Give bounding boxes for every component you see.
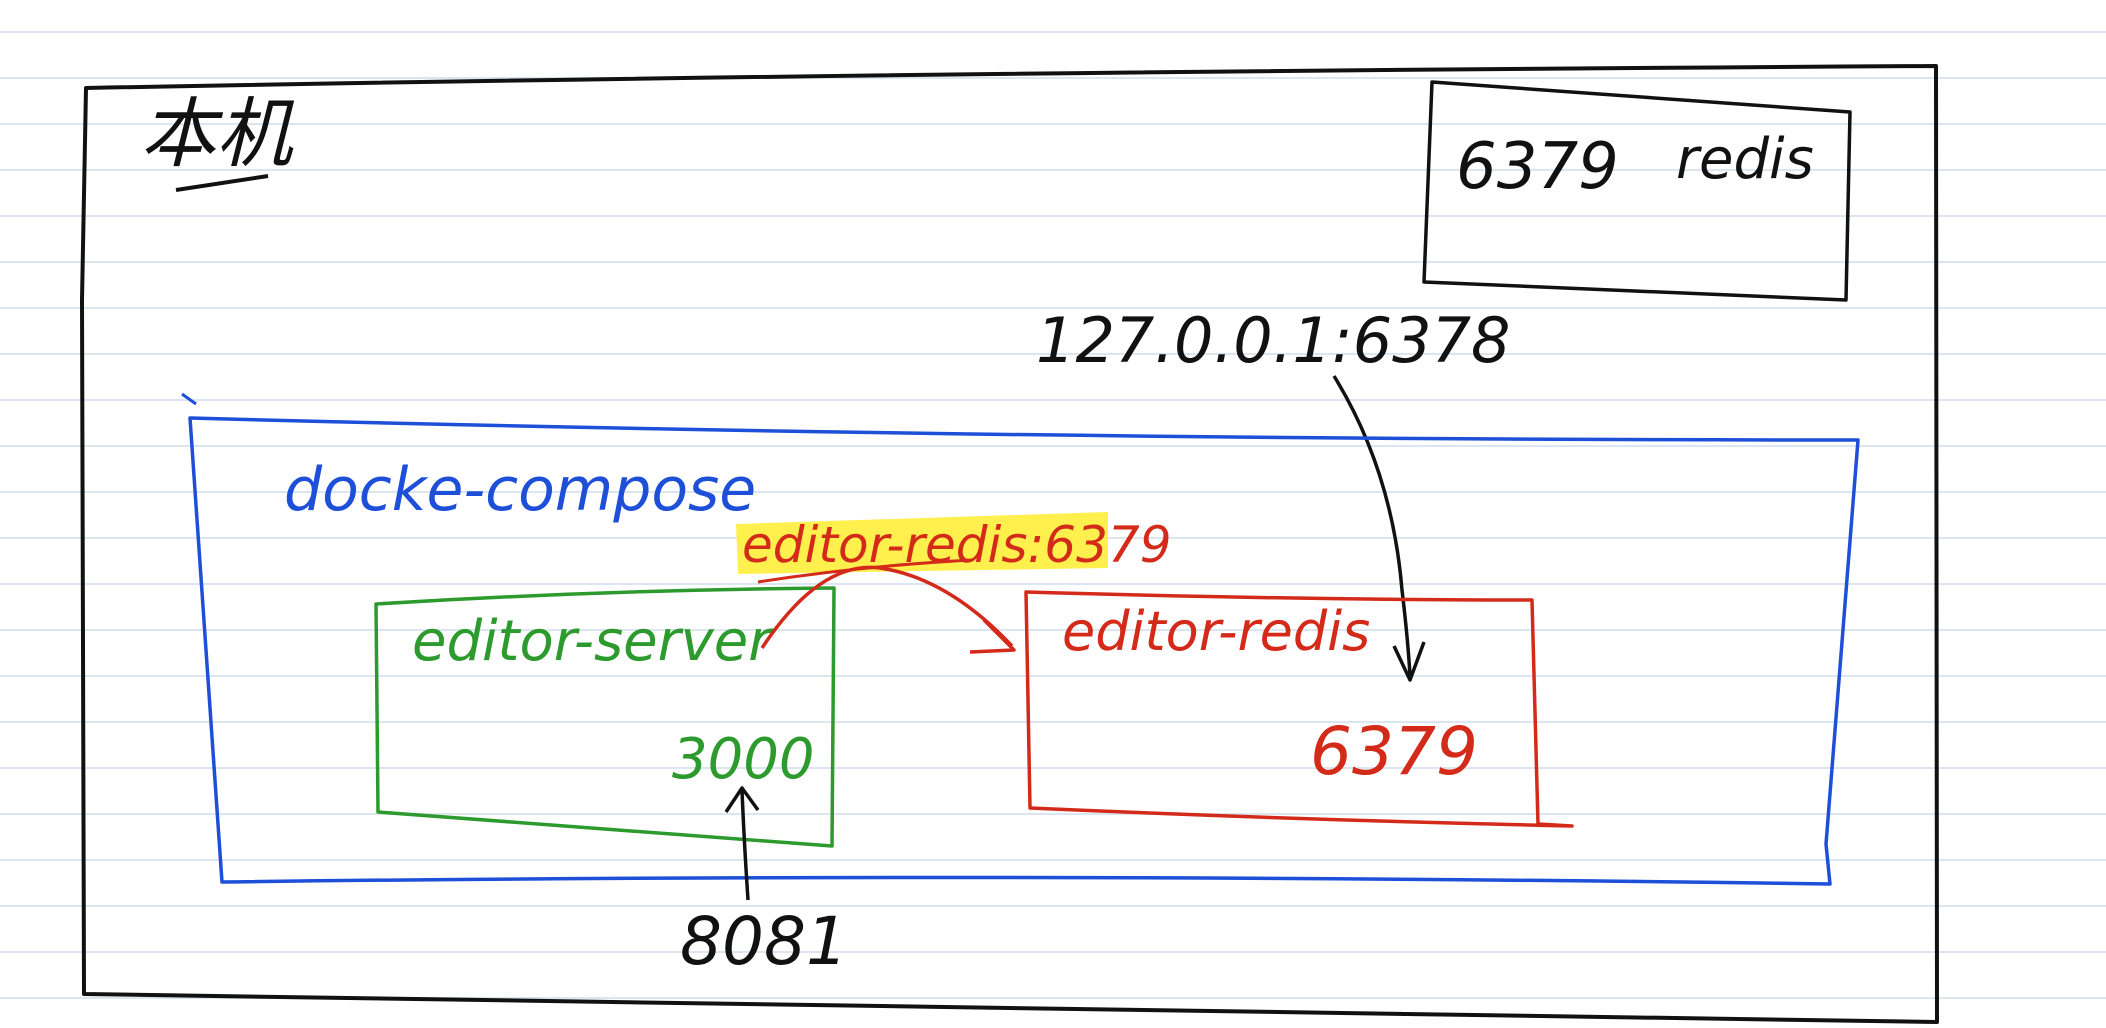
server-container-box (374, 586, 836, 848)
host-label-underline (175, 174, 269, 192)
link-arrow-line (760, 565, 1014, 649)
link-arrowhead (969, 618, 1016, 654)
compose-label: docke-compose (284, 455, 756, 525)
host-redis-port: 6379 (1456, 130, 1619, 204)
ruled-lines (0, 31, 2106, 999)
host-label: 本机 (140, 89, 295, 178)
link-label: editor-redis:6379 (742, 516, 1172, 574)
address-arrowhead (1392, 641, 1426, 682)
server-container-port: 3000 (672, 727, 815, 792)
server-container-name: editor-server (412, 609, 774, 674)
redis-container-box (1024, 590, 1574, 828)
link-label-highlight (736, 512, 1108, 574)
host-redis-box (1422, 80, 1852, 302)
compose-box-tick (181, 392, 197, 406)
redis-container-port: 6379 (1310, 713, 1478, 790)
exposed-port: 8081 (680, 903, 848, 980)
compose-box (188, 416, 1860, 886)
redis-container-name: editor-redis (1062, 600, 1370, 663)
exposed-port-arrow-line (740, 789, 750, 901)
host-box (80, 64, 1939, 1024)
host-address: 127.0.0.1:6378 (1036, 304, 1510, 377)
exposed-port-arrowhead (724, 786, 760, 813)
host-redis-name: redis (1676, 127, 1814, 192)
address-arrow-line (1332, 375, 1412, 677)
